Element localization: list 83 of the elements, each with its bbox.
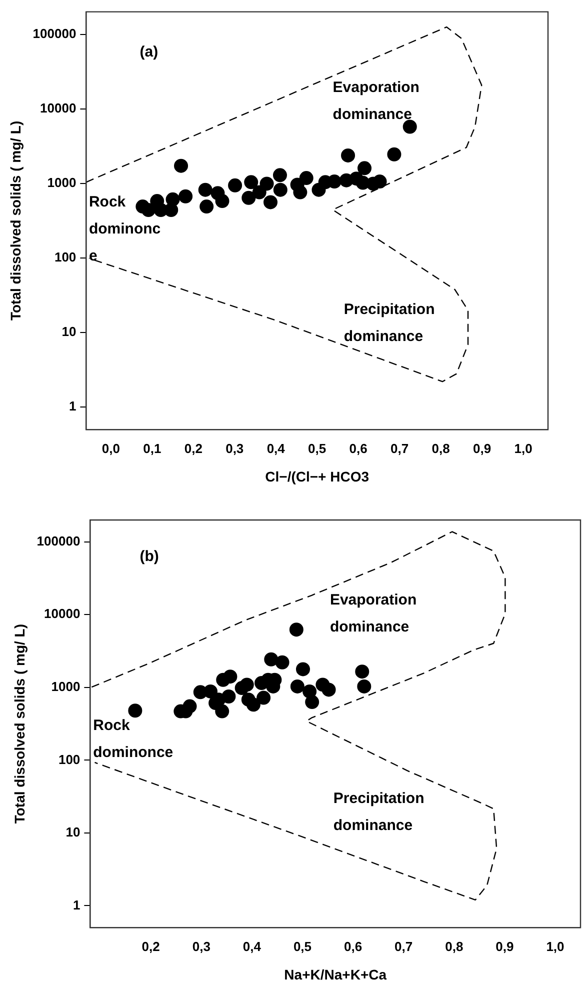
point <box>174 158 188 173</box>
annotation: Evaporation dominance <box>332 78 420 123</box>
annotation: Evaporation dominance <box>330 591 417 636</box>
x-axis-title: Na+K/Na+K+Ca <box>284 966 387 982</box>
y-tick-label: 100 <box>58 752 80 767</box>
point <box>358 161 372 176</box>
x-tick-label: 1,0 <box>546 938 564 954</box>
point <box>272 168 287 182</box>
point <box>178 189 193 204</box>
x-tick-label: 0,4 <box>266 440 286 456</box>
point <box>322 682 336 697</box>
y-tick-label: 10 <box>62 324 76 340</box>
x-tick-label: 0,4 <box>242 938 262 954</box>
x-tick-label: 0,2 <box>184 440 202 456</box>
point <box>228 178 242 192</box>
point <box>240 678 254 692</box>
annotation: Rock dominonce <box>93 716 174 761</box>
point <box>203 684 218 698</box>
point <box>273 182 288 197</box>
y-axis-title: Total dissolved solids ( mg/ L) <box>11 624 28 824</box>
y-tick-label: 100000 <box>36 533 80 548</box>
y-tick-label: 1000 <box>47 174 76 190</box>
point <box>357 679 372 694</box>
point <box>275 655 290 670</box>
point <box>246 698 260 712</box>
x-tick-label: 0,5 <box>293 938 312 954</box>
point <box>372 174 387 189</box>
x-tick-label: 0,6 <box>344 938 362 954</box>
y-tick-label: 100 <box>54 250 76 265</box>
x-tick-label: 0,7 <box>394 938 413 954</box>
y-tick-label: 1 <box>68 398 76 414</box>
y-tick-label: 10000 <box>40 100 76 116</box>
point <box>387 147 402 162</box>
x-tick-label: 0,3 <box>226 440 244 456</box>
point <box>215 704 230 718</box>
point <box>256 690 271 705</box>
point <box>290 679 304 694</box>
point <box>289 622 304 637</box>
annotation: Precipitation dominance <box>333 790 424 834</box>
x-tick-label: 0,2 <box>142 938 160 954</box>
point <box>263 195 278 210</box>
x-tick-label: 0,0 <box>102 440 120 456</box>
point <box>223 670 238 684</box>
point <box>264 652 278 666</box>
y-tick-label: 100000 <box>32 26 76 41</box>
point <box>215 194 230 208</box>
y-tick-label: 10000 <box>44 606 80 622</box>
x-tick-label: 0,9 <box>496 938 514 954</box>
x-tick-label: 0,3 <box>192 938 210 954</box>
x-tick-label: 0,5 <box>308 440 326 456</box>
y-axis-title: Total dissolved solids ( mg/ L) <box>7 120 24 321</box>
x-tick-label: 0,7 <box>390 440 409 456</box>
point <box>305 695 320 710</box>
x-tick-label: 0,8 <box>445 938 464 954</box>
point <box>402 120 417 134</box>
annotation: (b) <box>140 548 159 566</box>
point <box>355 664 370 679</box>
point <box>252 185 266 200</box>
annotation: Precipitation dominance <box>344 301 435 346</box>
point <box>341 148 356 162</box>
y-tick-label: 1000 <box>51 679 80 694</box>
point <box>244 175 258 190</box>
point <box>182 699 197 714</box>
x-tick-label: 1,0 <box>514 440 532 456</box>
x-tick-label: 0,9 <box>472 440 492 456</box>
point <box>296 662 310 676</box>
point <box>260 176 274 191</box>
x-tick-label: 0,8 <box>432 440 450 456</box>
x-tick-label: 0,1 <box>143 440 162 456</box>
x-tick-label: 0,6 <box>349 440 368 456</box>
annotation: (a) <box>140 43 158 60</box>
point <box>200 200 214 214</box>
point <box>242 190 256 205</box>
annotation: Rock dominonc e <box>88 193 161 264</box>
point <box>166 192 180 206</box>
point <box>293 185 308 200</box>
point <box>128 704 142 718</box>
point <box>141 203 156 217</box>
x-axis-title: Cl−/(Cl−+ HCO3 <box>265 468 370 484</box>
point <box>299 171 314 186</box>
point <box>198 182 212 197</box>
y-tick-label: 10 <box>66 824 80 840</box>
y-tick-label: 1 <box>72 897 80 912</box>
